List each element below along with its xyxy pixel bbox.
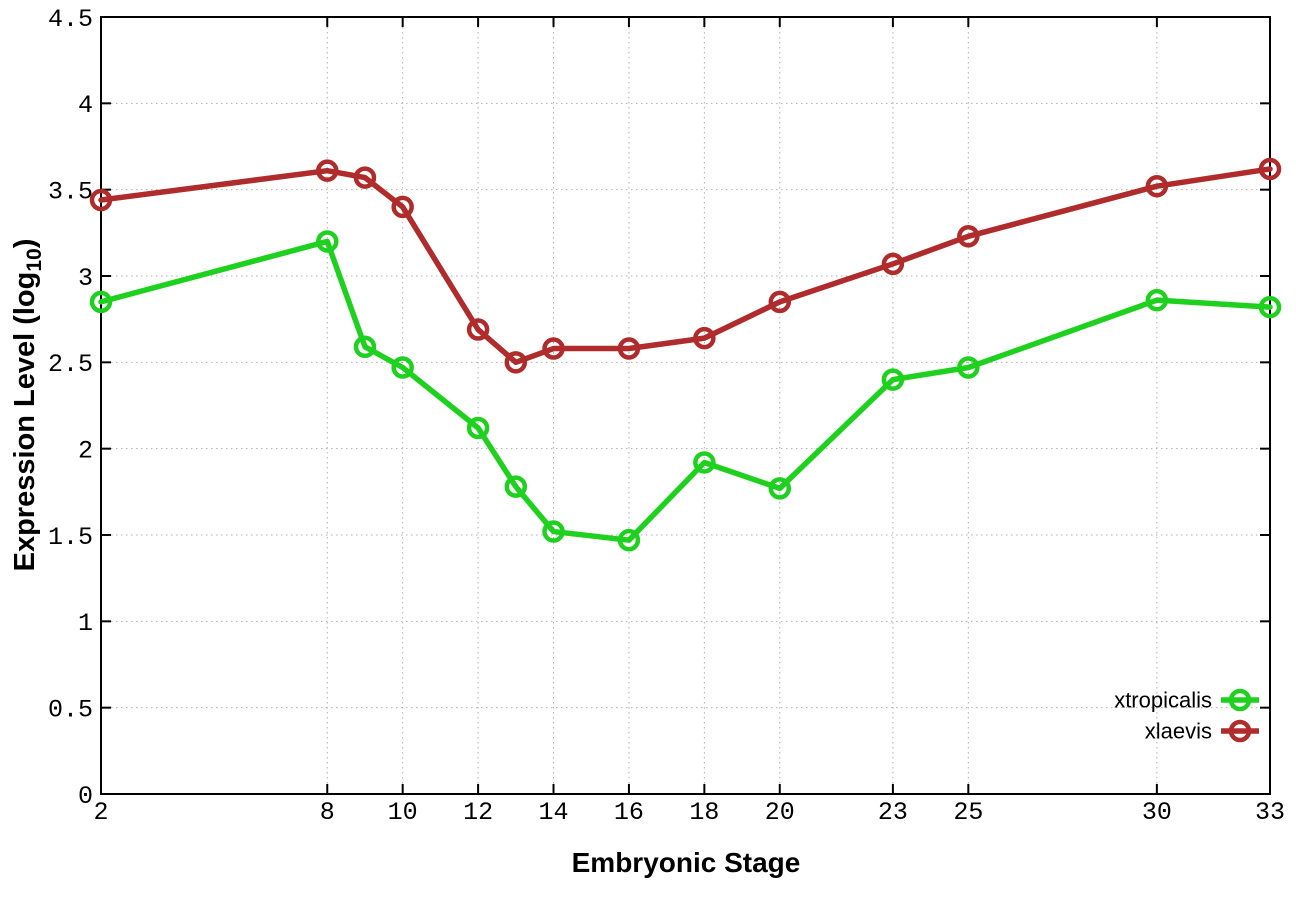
- xlaevis-marker-30: [1145, 174, 1169, 198]
- xtropicalis-marker-25: [957, 356, 980, 379]
- tick-marks: [100, 16, 1271, 795]
- xlaevis-marker-9: [353, 166, 377, 189]
- y-axis-title-subscript: 10: [23, 248, 46, 271]
- x-tick-label: 20: [765, 798, 795, 827]
- series-line-xtropicalis: [98, 238, 1273, 543]
- xtropicalis-marker-9: [353, 335, 377, 359]
- x-tick-label: 30: [1142, 798, 1172, 827]
- legend-label-xlaevis: xlaevis: [1145, 719, 1212, 744]
- legend-samples: [1221, 688, 1259, 743]
- y-tick-label: 3.5: [48, 177, 93, 206]
- plot-border: [100, 16, 1271, 795]
- xtropicalis-marker-14: [542, 520, 565, 543]
- xlaevis-marker-8: [316, 159, 339, 182]
- grid: [101, 17, 1270, 794]
- x-axis-title: Embryonic Stage: [572, 847, 801, 878]
- y-axis-title: Expression Level (log10): [9, 239, 46, 572]
- y-axis-title-close: ): [9, 239, 41, 249]
- series-xtropicalis: [89, 230, 1282, 552]
- legend-open-circle-marker-icon-xtropicalis: [1228, 688, 1252, 712]
- y-tick-label: 4: [78, 91, 93, 120]
- y-tick-label: 3: [78, 264, 93, 293]
- x-tick-label: 16: [614, 798, 644, 827]
- xlaevis-marker-10: [391, 195, 414, 219]
- y-tick-label: 2: [78, 436, 93, 465]
- xtropicalis-marker-12: [466, 416, 490, 440]
- y-tick-label: 1: [78, 609, 93, 638]
- x-tick-label: 18: [689, 798, 719, 827]
- x-tick-label: 33: [1255, 798, 1285, 827]
- plot-frame: [100, 16, 1271, 795]
- xtropicalis-marker-20: [768, 477, 792, 500]
- legend-open-circle-marker-icon-xlaevis: [1228, 719, 1252, 743]
- xtropicalis-marker-30: [1145, 288, 1169, 312]
- xlaevis-marker-18: [693, 326, 716, 350]
- y-tick-label: 1.5: [48, 523, 93, 552]
- xtropicalis-marker-10: [391, 356, 414, 379]
- xtropicalis-marker-16: [617, 528, 641, 552]
- xlaevis-marker-12: [466, 318, 490, 341]
- x-tick-label: 12: [463, 798, 493, 827]
- xtropicalis-marker-8: [316, 230, 339, 253]
- y-tick-label: 2.5: [48, 350, 93, 379]
- xlaevis-marker-25: [957, 225, 980, 248]
- x-tick-label: 23: [878, 798, 908, 827]
- xlaevis-marker-23: [881, 252, 905, 276]
- xlaevis-marker-14: [542, 337, 565, 360]
- y-tick-label: 0.5: [48, 695, 93, 724]
- series-line-xlaevis: [98, 166, 1273, 366]
- x-tick-label: 10: [388, 798, 418, 827]
- xlaevis-marker-2: [89, 188, 113, 212]
- tick-labels: 2 8 10 12 14 16 18 20 23 25 30 33 0 0.5 1 1.5 2 2.5 3 3.5 4 4…: [48, 5, 1285, 827]
- xtropicalis-marker-23: [881, 368, 905, 391]
- x-tick-label: 2: [93, 798, 108, 827]
- xlaevis-marker-13: [504, 351, 528, 374]
- x-tick-label: 8: [320, 798, 335, 827]
- y-axis-title-main: Expression Level (log: [9, 272, 41, 572]
- xlaevis-marker-33: [1258, 157, 1282, 181]
- legend-label-xtropicalis: xtropicalis: [1114, 688, 1212, 713]
- y-tick-label: 0: [78, 782, 93, 811]
- xtropicalis-marker-33: [1258, 295, 1282, 319]
- y-tick-label: 4.5: [48, 5, 93, 34]
- xlaevis-marker-16: [617, 337, 641, 360]
- series-xlaevis: [89, 157, 1282, 374]
- xtropicalis-marker-13: [504, 475, 528, 498]
- x-tick-label: 25: [953, 798, 983, 827]
- legend: xtropicalis xlaevis: [1114, 688, 1212, 744]
- xlaevis-marker-20: [768, 290, 792, 314]
- series: [89, 157, 1282, 552]
- xtropicalis-marker-2: [89, 290, 113, 314]
- xtropicalis-marker-18: [693, 451, 716, 474]
- x-tick-label: 14: [539, 798, 569, 827]
